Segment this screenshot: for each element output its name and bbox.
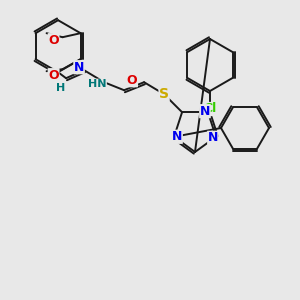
Text: N: N bbox=[200, 105, 210, 118]
Text: O: O bbox=[127, 74, 137, 87]
Text: O: O bbox=[48, 34, 59, 47]
Text: O: O bbox=[48, 69, 59, 82]
Text: N: N bbox=[208, 131, 218, 144]
Text: N: N bbox=[74, 61, 84, 74]
Text: N: N bbox=[172, 130, 182, 143]
Text: Cl: Cl bbox=[203, 103, 217, 116]
Text: HN: HN bbox=[88, 79, 106, 89]
Text: H: H bbox=[56, 83, 66, 93]
Text: S: S bbox=[159, 87, 169, 101]
